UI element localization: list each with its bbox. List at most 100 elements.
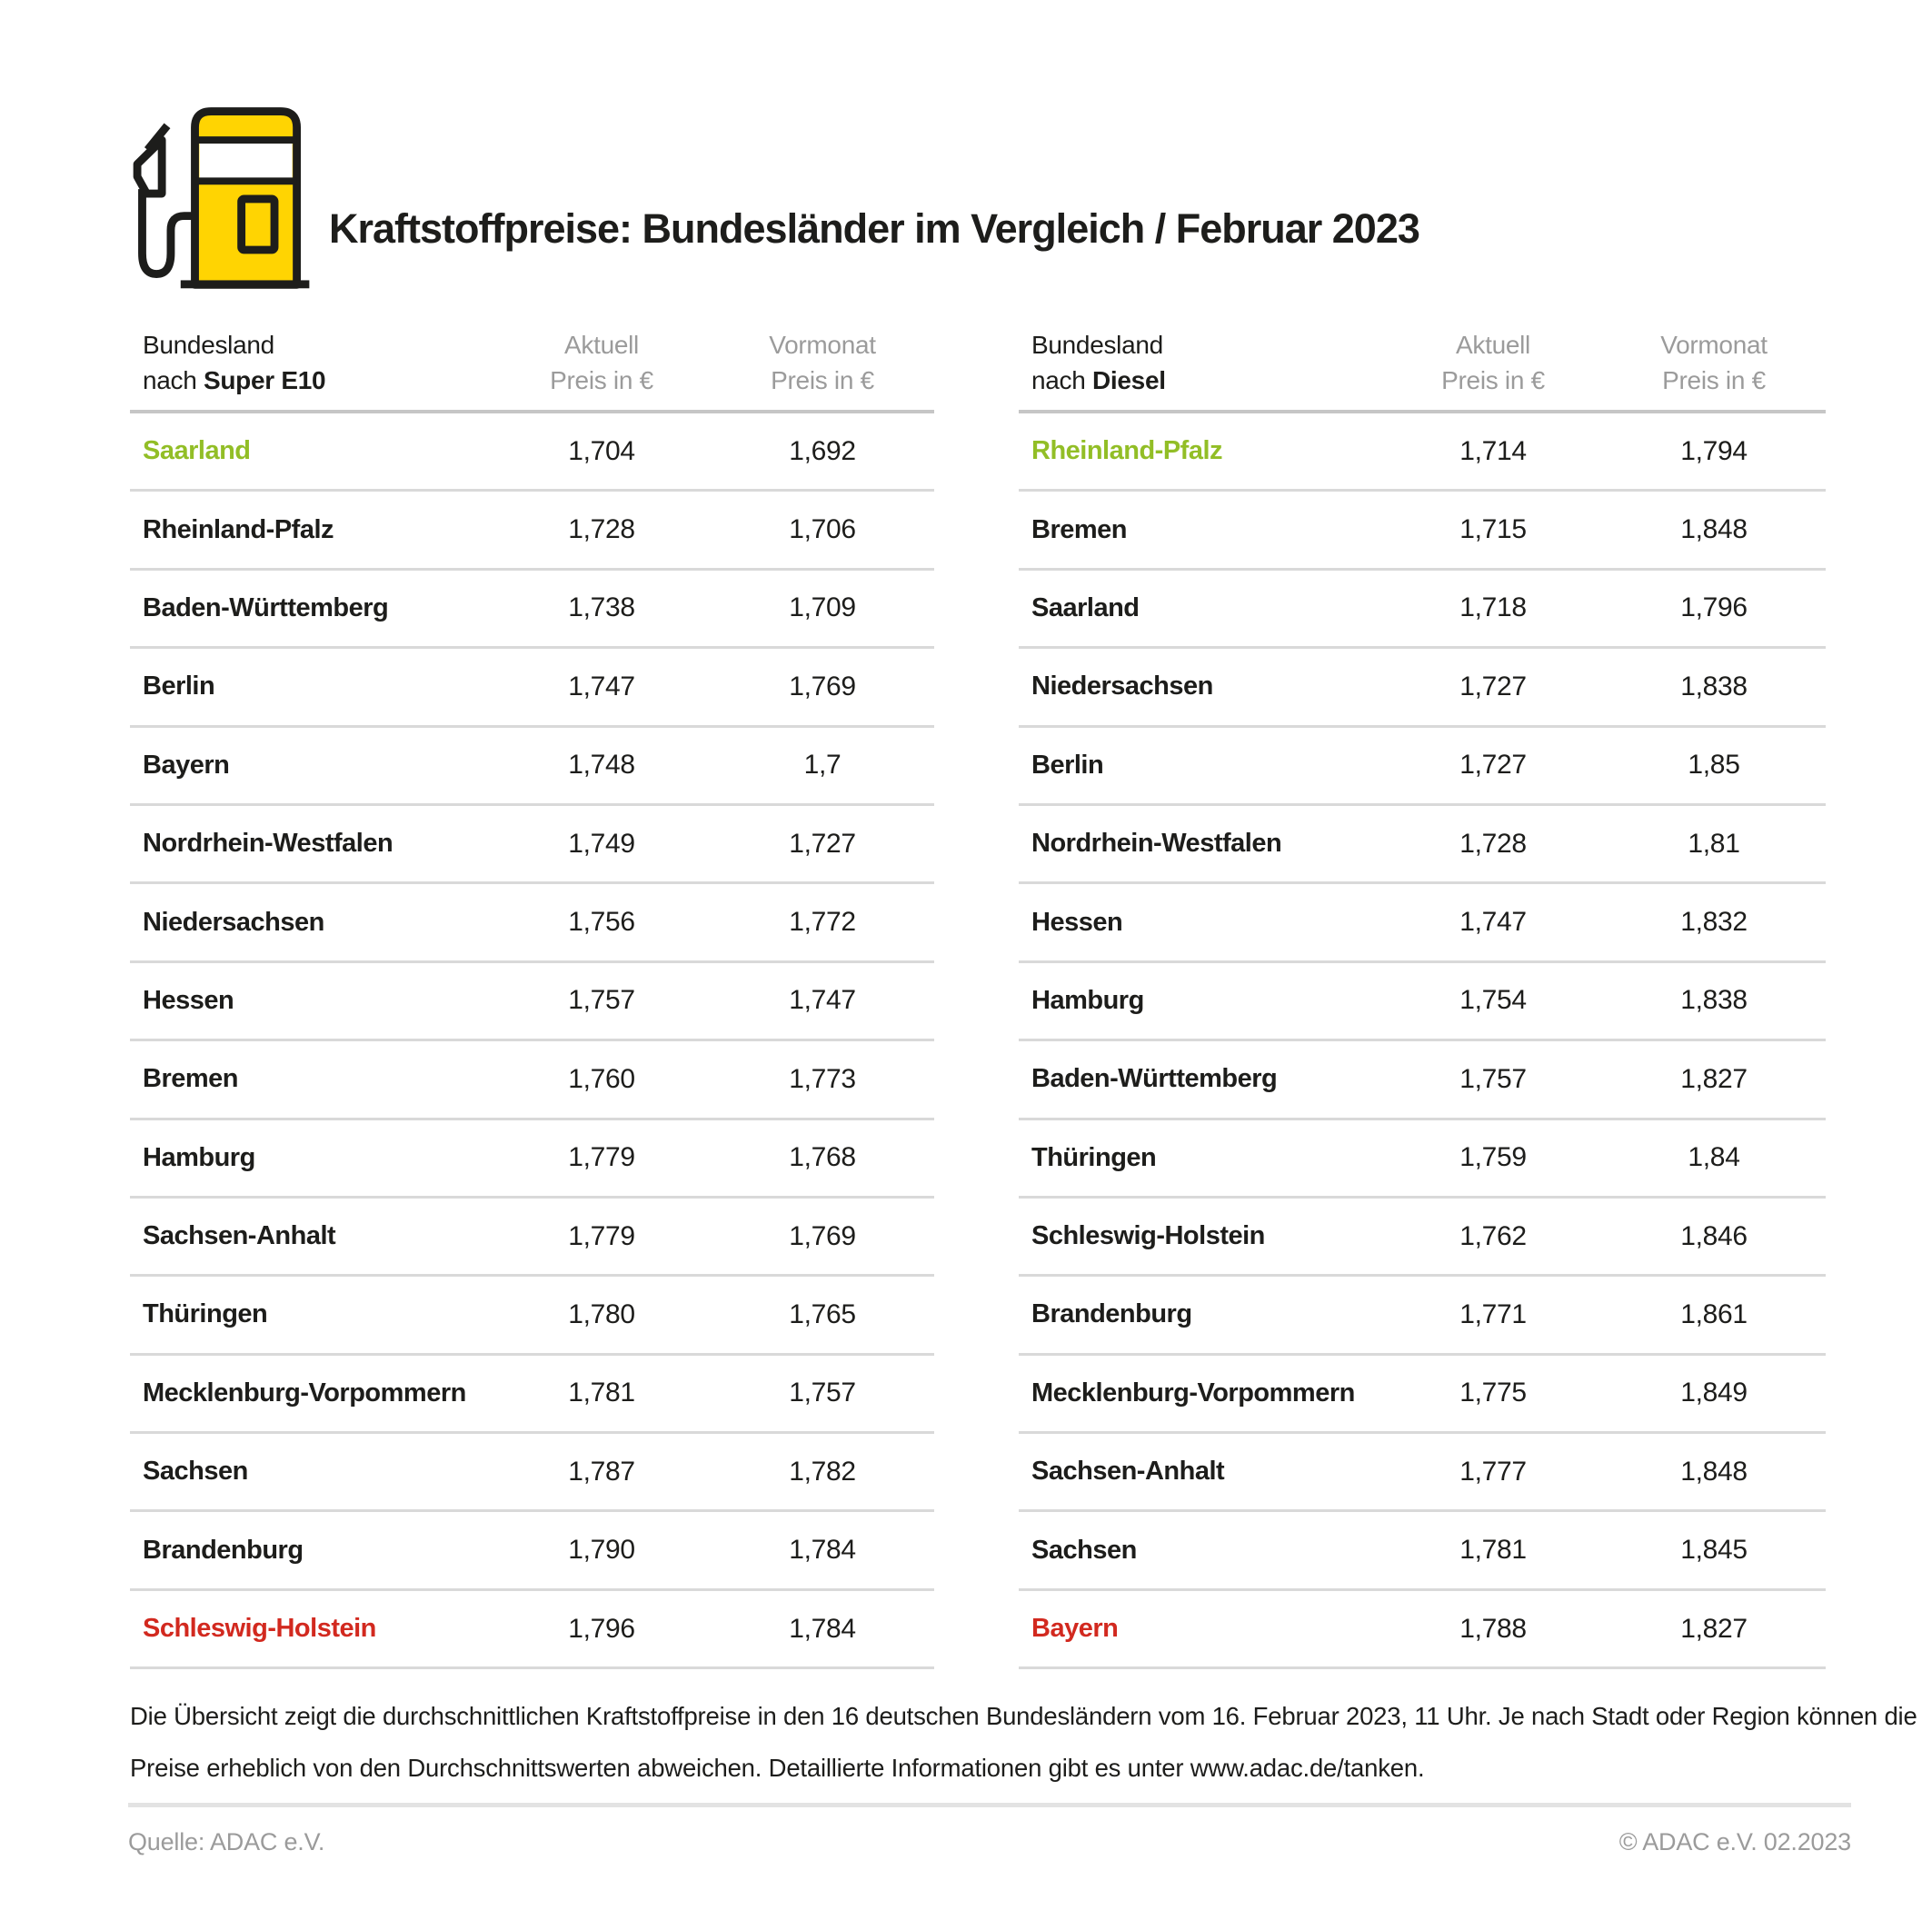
- vormonat-value: 1,846: [1680, 1220, 1748, 1251]
- column-header-vormonat: Vormonat Preis in €: [1602, 325, 1826, 398]
- header-line1: Vormonat: [769, 331, 876, 359]
- aktuell-value: 1,788: [1459, 1613, 1527, 1644]
- table-row: Bremen 1,715 1,848: [1019, 492, 1826, 571]
- state-name: Saarland: [143, 436, 251, 466]
- table-header: Bundesland nach Diesel Aktuell Preis in € …: [1019, 325, 1826, 413]
- header-line1: Aktuell: [1456, 331, 1530, 359]
- state-name: Schleswig-Holstein: [143, 1614, 376, 1644]
- vormonat-value: 1,84: [1688, 1142, 1740, 1173]
- aktuell-value: 1,727: [1459, 671, 1527, 701]
- vormonat-value: 1,796: [1680, 592, 1748, 623]
- page-title: Kraftstoffpreise: Bundesländer im Vergle…: [329, 205, 1420, 252]
- vormonat-value: 1,727: [789, 828, 856, 859]
- vormonat-value: 1,849: [1680, 1378, 1748, 1408]
- vormonat-value: 1,81: [1688, 828, 1740, 859]
- table-row: Thüringen 1,759 1,84: [1019, 1120, 1826, 1199]
- aktuell-value: 1,704: [568, 435, 635, 466]
- table-row: Saarland 1,704 1,692: [130, 413, 934, 492]
- aktuell-value: 1,796: [568, 1613, 635, 1644]
- vormonat-value: 1,7: [803, 750, 842, 781]
- aktuell-value: 1,779: [568, 1142, 635, 1173]
- table-row: Rheinland-Pfalz 1,714 1,794: [1019, 413, 1826, 492]
- table-row: Baden-Württemberg 1,757 1,827: [1019, 1041, 1826, 1120]
- vormonat-value: 1,782: [789, 1456, 856, 1487]
- table-row: Niedersachsen 1,727 1,838: [1019, 649, 1826, 728]
- aktuell-value: 1,771: [1459, 1298, 1527, 1329]
- state-name: Bayern: [1031, 1614, 1119, 1644]
- state-name: Bremen: [1031, 514, 1128, 544]
- vormonat-value: 1,861: [1680, 1298, 1748, 1329]
- state-name: Hessen: [1031, 907, 1123, 937]
- state-name: Brandenburg: [143, 1535, 304, 1565]
- vormonat-value: 1,765: [789, 1298, 856, 1329]
- state-name: Sachsen: [143, 1457, 248, 1487]
- vormonat-value: 1,747: [789, 985, 856, 1016]
- table-row: Hessen 1,757 1,747: [130, 963, 934, 1042]
- header-line2: Preis in €: [1441, 366, 1545, 394]
- vormonat-value: 1,845: [1680, 1535, 1748, 1566]
- table-row: Rheinland-Pfalz 1,728 1,706: [130, 492, 934, 571]
- aktuell-value: 1,775: [1459, 1378, 1527, 1408]
- vormonat-value: 1,827: [1680, 1613, 1748, 1644]
- table-row: Sachsen-Anhalt 1,777 1,848: [1019, 1434, 1826, 1513]
- aktuell-value: 1,781: [1459, 1535, 1527, 1566]
- aktuell-value: 1,760: [568, 1063, 635, 1094]
- table-row: Bayern 1,788 1,827: [1019, 1591, 1826, 1670]
- state-name: Rheinland-Pfalz: [143, 514, 334, 544]
- table-row: Sachsen 1,787 1,782: [130, 1434, 934, 1513]
- vormonat-value: 1,768: [789, 1142, 856, 1173]
- table-row: Bayern 1,748 1,7: [130, 728, 934, 806]
- aktuell-value: 1,738: [568, 592, 635, 623]
- column-header-vormonat: Vormonat Preis in €: [711, 325, 934, 398]
- vormonat-value: 1,784: [789, 1535, 856, 1566]
- aktuell-value: 1,727: [1459, 750, 1527, 781]
- state-name: Bayern: [143, 750, 230, 780]
- state-name: Saarland: [1031, 592, 1140, 622]
- aktuell-value: 1,787: [568, 1456, 635, 1487]
- header-line1: Vormonat: [1660, 331, 1768, 359]
- table-row: Schleswig-Holstein 1,762 1,846: [1019, 1199, 1826, 1278]
- state-name: Nordrhein-Westfalen: [143, 829, 393, 859]
- table-rows: Saarland 1,704 1,692 Rheinland-Pfalz 1,728 1,…: [130, 413, 934, 1670]
- table-rows: Rheinland-Pfalz 1,714 1,794 Bremen 1,715 1,84…: [1019, 413, 1826, 1670]
- vormonat-value: 1,838: [1680, 985, 1748, 1016]
- table-row: Saarland 1,718 1,796: [1019, 571, 1826, 650]
- table-row: Nordrhein-Westfalen 1,749 1,727: [130, 806, 934, 885]
- state-name: Nordrhein-Westfalen: [1031, 829, 1282, 859]
- state-name: Baden-Württemberg: [1031, 1064, 1278, 1094]
- vormonat-value: 1,772: [789, 907, 856, 938]
- aktuell-value: 1,747: [568, 671, 635, 701]
- table-row: Brandenburg 1,771 1,861: [1019, 1277, 1826, 1356]
- table-row: Hamburg 1,754 1,838: [1019, 963, 1826, 1042]
- footnote: Die Übersicht zeigt die durchschnittlich…: [130, 1690, 1917, 1794]
- vormonat-value: 1,827: [1680, 1063, 1748, 1094]
- header-line1: Bundesland: [1031, 331, 1163, 359]
- aktuell-value: 1,790: [568, 1535, 635, 1566]
- state-name: Thüringen: [1031, 1142, 1157, 1172]
- state-name: Berlin: [1031, 750, 1104, 780]
- state-name: Brandenburg: [1031, 1299, 1192, 1329]
- header-line2: Preis in €: [550, 366, 653, 394]
- fuel-type-label: Super E10: [204, 366, 326, 394]
- footer: Quelle: ADAC e.V. © ADAC e.V. 02.2023: [128, 1828, 1851, 1856]
- aktuell-value: 1,756: [568, 907, 635, 938]
- aktuell-value: 1,781: [568, 1378, 635, 1408]
- table-row: Berlin 1,747 1,769: [130, 649, 934, 728]
- state-name: Berlin: [143, 672, 215, 701]
- aktuell-value: 1,779: [568, 1220, 635, 1251]
- state-name: Sachsen: [1031, 1535, 1137, 1565]
- table-row: Hamburg 1,779 1,768: [130, 1120, 934, 1199]
- table-row: Sachsen 1,781 1,845: [1019, 1512, 1826, 1591]
- vormonat-value: 1,706: [789, 514, 856, 545]
- vormonat-value: 1,692: [789, 435, 856, 466]
- table-row: Hessen 1,747 1,832: [1019, 884, 1826, 963]
- state-name: Niedersachsen: [1031, 672, 1213, 701]
- aktuell-value: 1,777: [1459, 1456, 1527, 1487]
- aktuell-value: 1,728: [568, 514, 635, 545]
- table-super-e10: Bundesland nach Super E10 Aktuell Preis in…: [130, 325, 934, 1670]
- header-line2-prefix: nach: [143, 366, 204, 394]
- state-name: Hamburg: [1031, 985, 1144, 1015]
- vormonat-value: 1,757: [789, 1378, 856, 1408]
- table-row: Niedersachsen 1,756 1,772: [130, 884, 934, 963]
